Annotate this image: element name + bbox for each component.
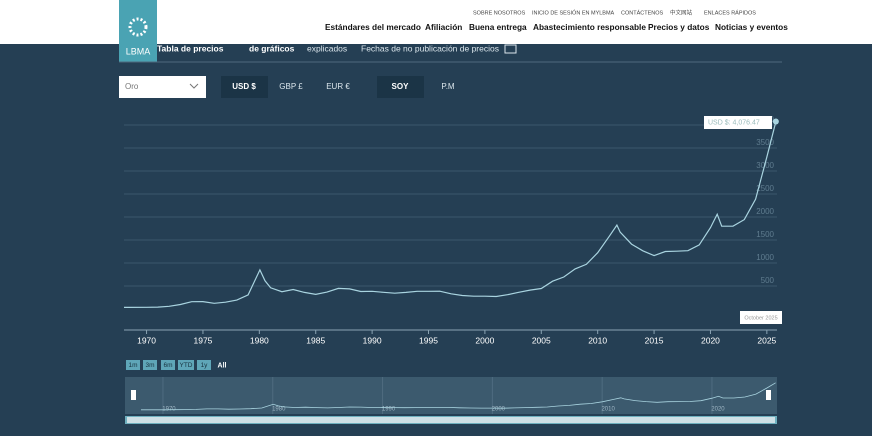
price-line	[123, 121, 777, 308]
range-button-bg[interactable]	[197, 360, 211, 370]
x-tick-label: 1975	[193, 335, 212, 345]
range-button[interactable]: YTD	[180, 362, 193, 369]
scrollbar-thumb[interactable]	[127, 417, 775, 423]
navigator-tick-label: 2020	[711, 407, 725, 413]
top-link[interactable]: CONTÁCTENOS	[621, 9, 664, 16]
navigator-tick-label: 1990	[382, 407, 396, 413]
nav-link[interactable]: Estándares del mercado	[325, 22, 421, 32]
tooltip: USD $: 4,076.47	[708, 119, 760, 126]
nav-link[interactable]: Precios y datos	[648, 22, 710, 32]
tooltip-box	[704, 116, 772, 129]
currency-button[interactable]: USD $	[232, 82, 256, 91]
time-button[interactable]: P.M	[441, 82, 455, 91]
navigator	[125, 377, 777, 414]
nav-link[interactable]: Abastecimiento responsable	[533, 22, 646, 32]
y-tick-label: 1500	[756, 230, 774, 239]
date-label: October 2025	[744, 315, 777, 321]
date-box	[740, 311, 782, 324]
subnav-link[interactable]: de gráficos	[249, 43, 295, 53]
y-tick-label: 1000	[756, 253, 774, 262]
subnav-link[interactable]: explicados	[307, 43, 347, 53]
subnav-link[interactable]: Tabla de precios	[157, 43, 224, 53]
nav-link[interactable]: Buena entrega	[469, 22, 527, 32]
x-tick-label: 2005	[532, 335, 551, 345]
x-tick-label: 1995	[419, 335, 438, 345]
x-tick-label: 2025	[757, 335, 776, 345]
active-currency-bg	[221, 76, 268, 98]
navigator-tick-label: 2000	[492, 407, 506, 413]
x-tick-label: 2015	[645, 335, 664, 345]
last-point	[772, 118, 779, 125]
x-tick-label: 1990	[363, 335, 382, 345]
x-tick-label: 2010	[588, 335, 607, 345]
x-tick-label: 1980	[250, 335, 269, 345]
navigator-handle[interactable]	[766, 390, 771, 400]
currency-button[interactable]: GBP £	[279, 82, 303, 91]
range-button-bg[interactable]	[161, 360, 175, 370]
x-tick-label: 2000	[475, 335, 494, 345]
subnav-link[interactable]: Fechas de no publicación de precios	[361, 43, 499, 53]
top-link[interactable]: SOBRE NOSOTROS	[473, 10, 526, 16]
range-button[interactable]: 1m	[128, 362, 137, 369]
range-button[interactable]: 1y	[201, 362, 209, 369]
range-button-bg[interactable]	[178, 360, 194, 370]
nav-link[interactable]: Noticias y eventos	[715, 22, 788, 32]
currency-button[interactable]: EUR €	[326, 82, 350, 91]
top-link[interactable]: 中文网站	[670, 8, 693, 16]
navigator-tick-label: 2010	[601, 407, 615, 413]
top-link[interactable]: ENLACES RÁPIDOS	[704, 9, 756, 16]
x-tick-label: 1985	[306, 335, 325, 345]
y-tick-label: 500	[761, 276, 775, 285]
metal-select[interactable]	[119, 76, 206, 98]
x-tick-label: 1970	[137, 335, 156, 345]
table-icon	[504, 44, 517, 54]
top-link[interactable]: INICIO DE SESIÓN EN MYLBMA	[532, 9, 615, 16]
y-tick-label: 2000	[756, 207, 774, 216]
range-button[interactable]: 6m	[163, 362, 172, 369]
navigator-line	[141, 382, 776, 411]
logo[interactable]	[119, 0, 157, 62]
range-button-bg[interactable]	[143, 360, 157, 370]
nav-link[interactable]: Afiliación	[425, 22, 462, 32]
x-tick-label: 2020	[701, 335, 720, 345]
chevron	[189, 83, 199, 89]
navigator-tick-label: 1980	[272, 407, 286, 413]
y-tick-label: 3000	[756, 161, 774, 170]
logo-icon	[128, 17, 148, 37]
active-time-bg	[377, 76, 424, 98]
range-button-bg[interactable]	[126, 360, 140, 370]
range-button[interactable]: 3m	[145, 362, 154, 369]
metal-text: Oro	[125, 82, 139, 91]
time-button[interactable]: SOY	[392, 82, 410, 91]
range-button[interactable]: All	[218, 362, 227, 369]
y-tick-label: 2500	[756, 184, 774, 193]
y-tick-label: 3500	[756, 138, 774, 147]
logo-text: LBMA	[126, 46, 151, 56]
navigator-handle[interactable]	[131, 390, 136, 400]
